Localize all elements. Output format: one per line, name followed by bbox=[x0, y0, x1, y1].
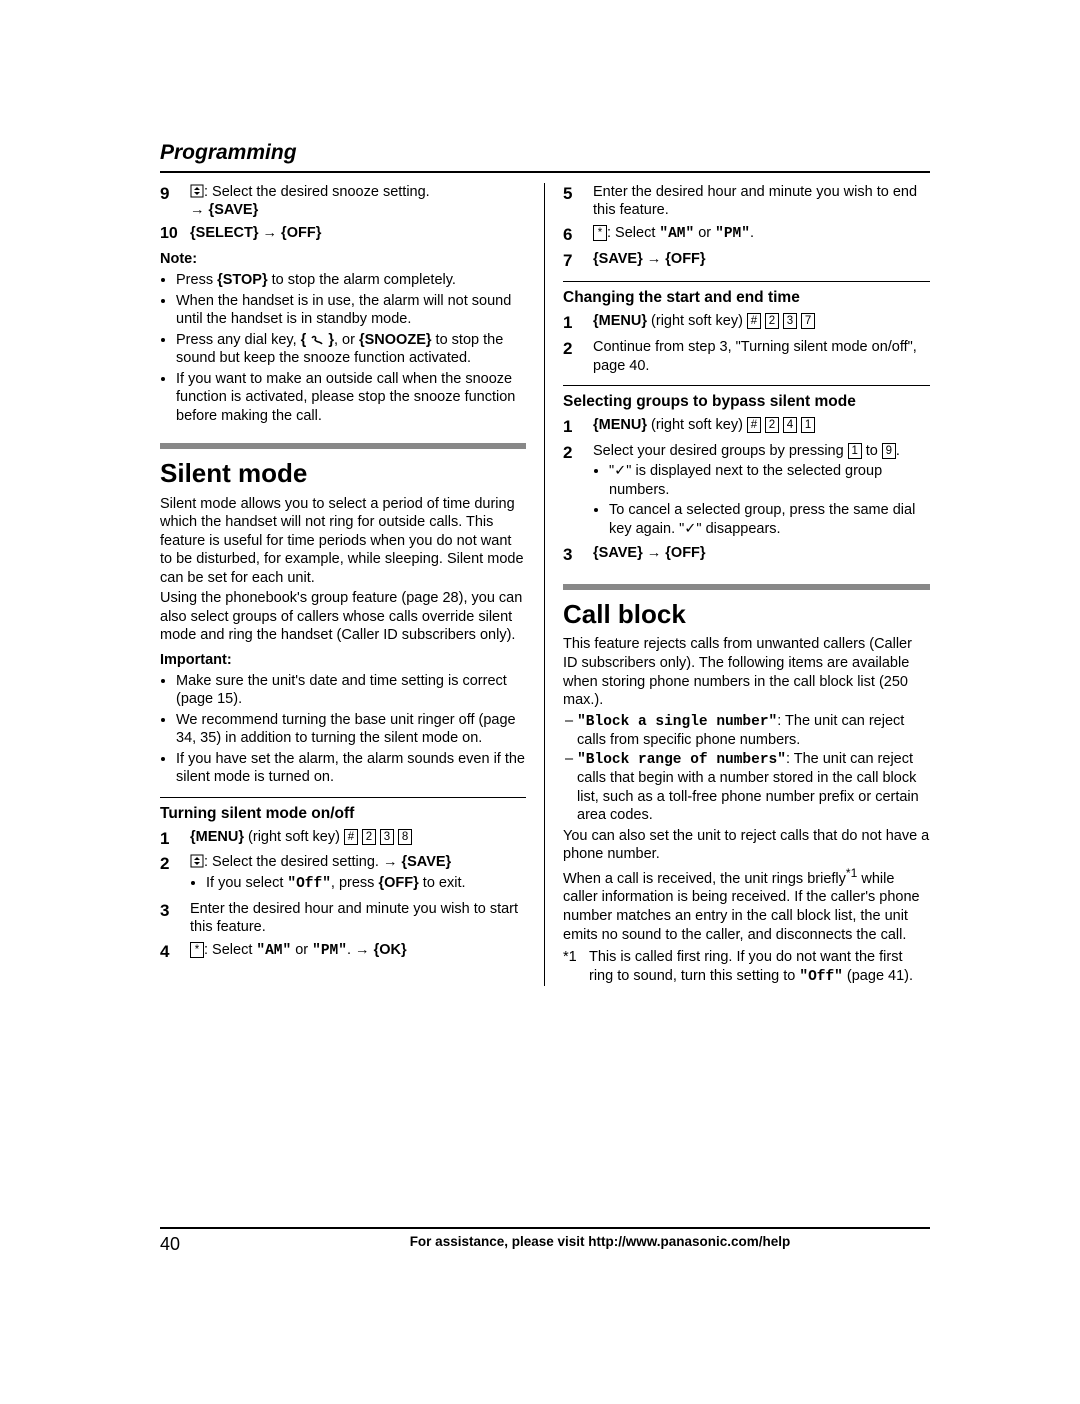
note-list: Press {STOP} to stop the alarm completel… bbox=[160, 271, 526, 425]
silent-mode-title: Silent mode bbox=[160, 457, 526, 490]
nav-key-icon bbox=[190, 184, 204, 200]
assist-text: For assistance, please visit http://www.… bbox=[270, 1233, 930, 1256]
step-10: 10 {SELECT} → {OFF} bbox=[160, 224, 526, 244]
section-bar bbox=[160, 443, 526, 449]
step-9: 9 : Select the desired snooze setting. →… bbox=[160, 183, 526, 220]
sub-turning: Turning silent mode on/off bbox=[160, 804, 526, 824]
speaker-icon bbox=[310, 332, 324, 348]
page-number: 40 bbox=[160, 1233, 270, 1256]
note-label: Note: bbox=[160, 250, 526, 269]
nav-key-icon bbox=[190, 854, 204, 870]
call-block-title: Call block bbox=[563, 598, 930, 631]
left-column: 9 : Select the desired snooze setting. →… bbox=[160, 183, 545, 986]
footer: 40 For assistance, please visit http://w… bbox=[160, 1227, 930, 1256]
page: Programming 9 : Select the desired snooz… bbox=[0, 0, 1080, 1404]
top-rule bbox=[160, 171, 930, 173]
right-column: 5 Enter the desired hour and minute you … bbox=[545, 183, 930, 986]
two-columns: 9 : Select the desired snooze setting. →… bbox=[160, 183, 930, 986]
section-header: Programming bbox=[160, 140, 930, 167]
